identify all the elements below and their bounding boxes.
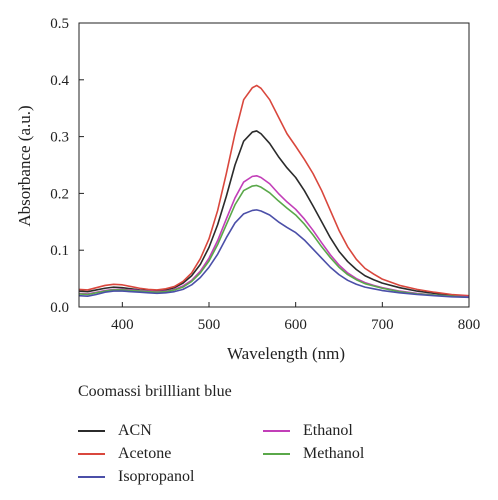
- x-tick-label: 600: [284, 317, 307, 333]
- y-tick-label: 0.4: [50, 73, 69, 89]
- legend-item-methanol: Methanol: [263, 444, 364, 464]
- legend-swatch-ethanol: [263, 430, 290, 432]
- legend-item-isopropanol: Isopropanol: [78, 467, 194, 487]
- x-tick-label: 400: [111, 317, 134, 333]
- legend: Coomassi brillliant blue ACN Acetone Iso…: [78, 383, 478, 493]
- series-line-isopropanol: [78, 209, 470, 299]
- series-line-acetone: [78, 84, 470, 297]
- series-line-ethanol: [78, 174, 470, 298]
- y-axis-label: Absorbance (a.u.): [15, 105, 34, 226]
- legend-item-ethanol: Ethanol: [263, 421, 353, 441]
- legend-label-ethanol: Ethanol: [303, 422, 353, 439]
- x-tick-label: 700: [371, 317, 394, 333]
- ticks-layer: 400 500 600 700 800 0.0 0.1 0.2 0.3 0.4 0.5: [50, 16, 480, 333]
- series-line-methanol: [78, 184, 470, 299]
- plot-frame: [78, 22, 470, 308]
- legend-title: Coomassi brillliant blue: [78, 383, 232, 400]
- y-tick-label: 0.0: [50, 300, 69, 316]
- y-tick-label: 0.3: [50, 130, 69, 146]
- y-tick-label: 0.1: [50, 243, 69, 259]
- legend-swatch-acn: [78, 430, 105, 432]
- x-tick-label: 800: [458, 317, 481, 333]
- series-layer: [78, 84, 470, 299]
- legend-label-methanol: Methanol: [303, 445, 365, 462]
- legend-item-acetone: Acetone: [78, 444, 171, 464]
- legend-swatch-isopropanol: [78, 476, 105, 478]
- y-tick-label: 0.5: [50, 16, 69, 32]
- x-tick-label: 500: [198, 317, 221, 333]
- legend-swatch-acetone: [78, 453, 105, 455]
- x-axis-label: Wavelength (nm): [227, 344, 345, 363]
- legend-swatch-methanol: [263, 453, 290, 455]
- y-tick-label: 0.2: [50, 186, 69, 202]
- legend-item-acn: ACN: [78, 421, 152, 441]
- series-line-acn: [78, 130, 470, 298]
- legend-label-acetone: Acetone: [118, 445, 172, 462]
- legend-label-isopropanol: Isopropanol: [118, 468, 195, 485]
- legend-label-acn: ACN: [118, 422, 152, 439]
